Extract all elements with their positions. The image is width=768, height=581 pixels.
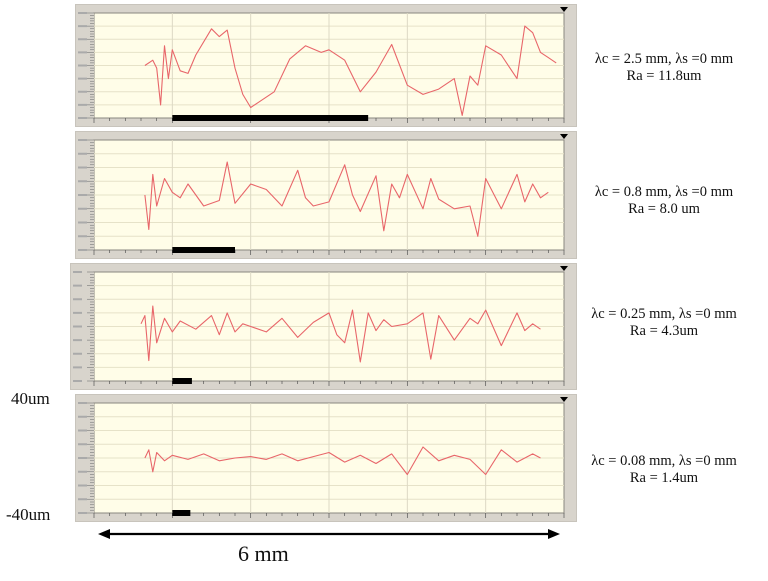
profile-panel-3 <box>70 263 577 390</box>
panel-1-cutoff: λc = 2.5 mm, λs =0 mm <box>594 51 734 67</box>
profile-chart-3 <box>71 266 568 386</box>
profile-panel-1 <box>75 4 577 127</box>
panel-2-cutoff: λc = 0.8 mm, λs =0 mm <box>594 184 734 200</box>
profile-chart-2 <box>76 134 568 255</box>
profile-panel-2 <box>75 131 577 259</box>
panel-3-cutoff: λc = 0.25 mm, λs =0 mm <box>591 306 737 322</box>
profile-chart-1 <box>76 7 568 123</box>
panel-2-ra: Ra = 8.0 um <box>628 201 700 217</box>
panel-3-ra: Ra = 4.3um <box>629 323 699 339</box>
panel-2-caption: λc = 0.8 mm, λs =0 mm Ra = 8.0 um <box>560 184 768 218</box>
panel-4-cutoff: λc = 0.08 mm, λs =0 mm <box>591 453 737 469</box>
scale-label: 6 mm <box>238 541 289 566</box>
profile-panel-4 <box>75 394 577 522</box>
panel-4-ra: Ra = 1.4um <box>629 470 699 486</box>
panel-1-caption: λc = 2.5 mm, λs =0 mm Ra = 11.8um <box>560 51 768 85</box>
y-max-label: 40um <box>11 389 50 408</box>
profile-chart-4 <box>76 397 568 518</box>
panel-4-caption: λc = 0.08 mm, λs =0 mm Ra = 1.4um <box>560 453 768 487</box>
double-arrow-icon <box>98 529 560 539</box>
panel-3-caption: λc = 0.25 mm, λs =0 mm Ra = 4.3um <box>560 306 768 340</box>
y-min-label: -40um <box>6 505 51 524</box>
panel-1-ra: Ra = 11.8um <box>626 68 702 84</box>
